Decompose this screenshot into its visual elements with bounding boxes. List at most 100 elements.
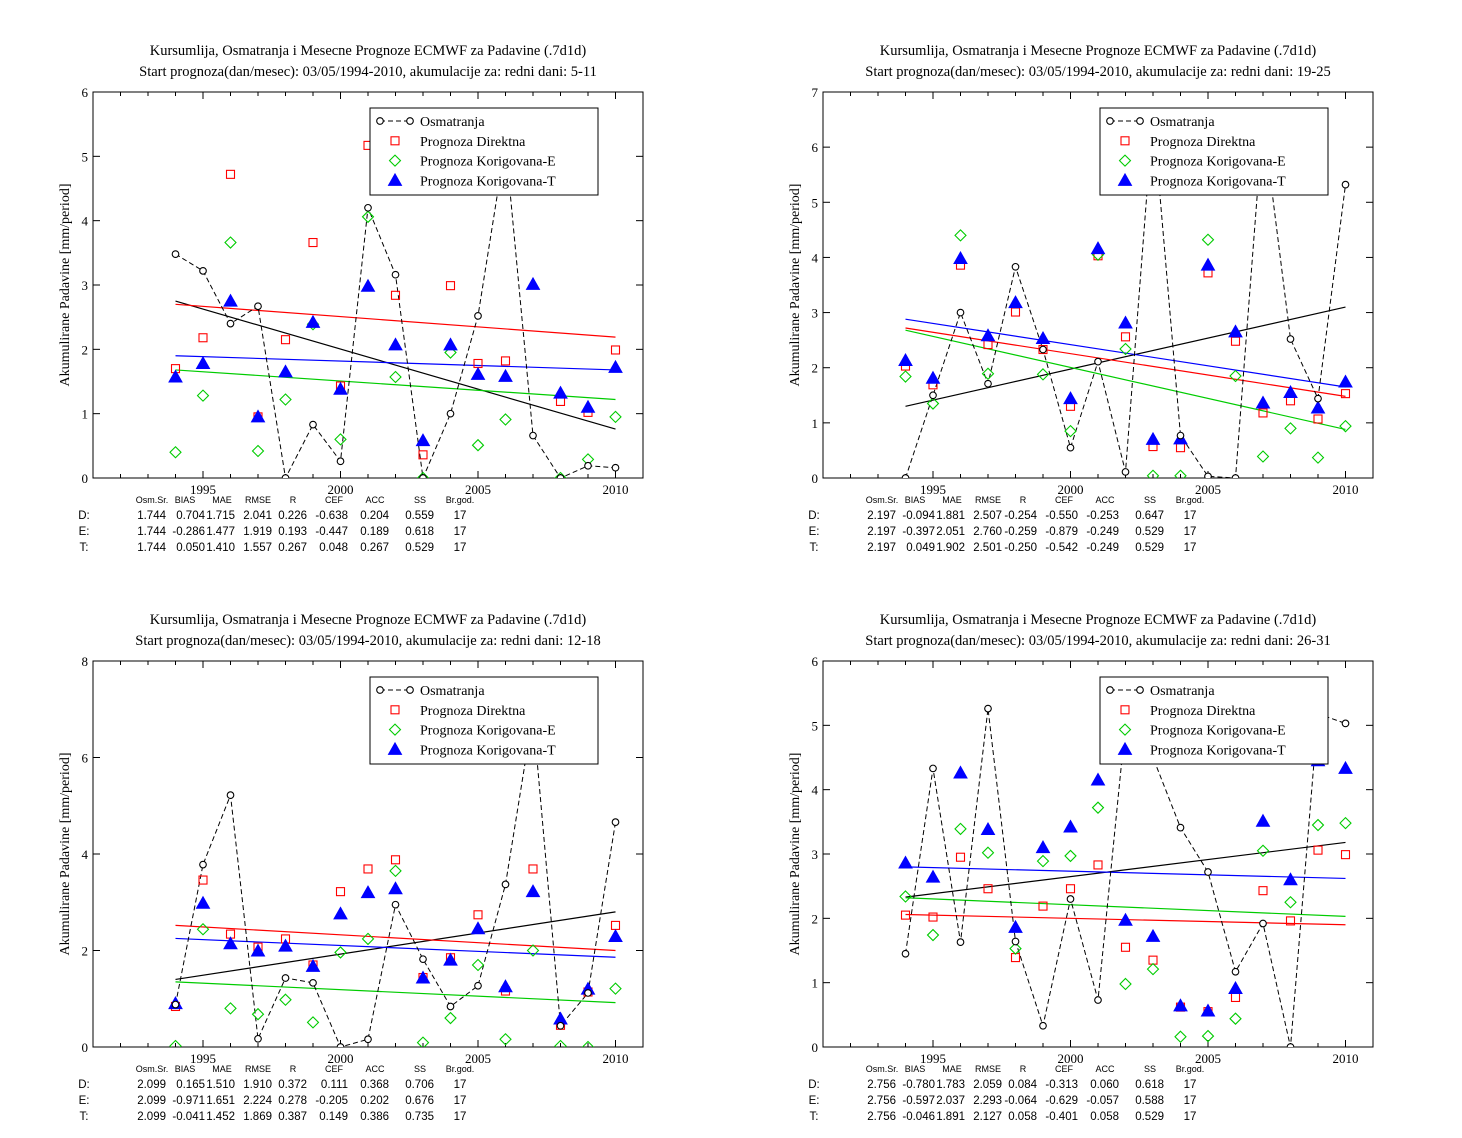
korigovana-e-point	[526, 944, 540, 957]
stats-value: 0.050	[176, 542, 205, 554]
stats-value: 2.224	[243, 1095, 272, 1107]
korigovana-t-point	[443, 337, 458, 351]
x-tick-label: 2010	[1333, 482, 1359, 497]
osmatranja-point	[901, 949, 910, 958]
y-tick-label: 4	[82, 847, 89, 862]
stats-value: 1.869	[243, 1111, 272, 1123]
direktna-point	[1230, 336, 1241, 346]
stats-value: 1.910	[243, 1079, 272, 1091]
stats-value: 0.559	[405, 510, 434, 522]
korigovana-e-point	[389, 370, 402, 384]
osmatranja-point	[556, 1021, 565, 1030]
stats-value: 1.477	[206, 526, 235, 538]
y-tick-label: 2	[82, 944, 89, 959]
stats-header: CEF	[325, 495, 344, 505]
stats-value: 0.111	[321, 1079, 348, 1091]
stats-header: R	[1020, 495, 1027, 505]
stats-header: R	[290, 1064, 297, 1074]
y-tick-label: 5	[82, 149, 89, 164]
stats-value: 2.059	[973, 1079, 1002, 1091]
x-tick-label: 2010	[603, 482, 629, 497]
korigovana-t-point	[223, 293, 238, 307]
x-tick-label: 2000	[328, 482, 354, 497]
osmatranja-point	[1136, 686, 1144, 694]
stats-header: CEF	[1055, 495, 1074, 505]
osmatranja-point	[529, 431, 537, 440]
stats-value: -0.064	[1004, 1095, 1037, 1107]
chart-title: Kursumlija, Osmatranja i Mesecne Prognoz…	[150, 43, 587, 59]
korigovana-e-point	[416, 1036, 430, 1047]
korigovana-t-point	[525, 884, 541, 898]
legend-label: Prognoza Direktna	[420, 135, 526, 150]
osmatranja-point	[391, 900, 400, 909]
korigovana-e-point	[499, 1033, 512, 1046]
stats-value: 0.267	[360, 542, 389, 554]
korigovana-t-point	[470, 366, 486, 380]
korigovana-e-point	[554, 471, 567, 478]
korigovana-e-point	[899, 890, 912, 903]
korigovana-t-point	[953, 765, 968, 779]
korigovana-e-point	[334, 946, 347, 959]
korigovana-e-point	[279, 393, 292, 406]
stats-value: -0.397	[902, 526, 935, 538]
korigovana-e-point	[1118, 154, 1132, 167]
korigovana-e-point	[1339, 419, 1352, 433]
direktna-point	[1340, 389, 1351, 399]
stats-value: 17	[1184, 1095, 1197, 1107]
korigovana-e-point	[251, 1007, 265, 1021]
stats-row-label: D:	[808, 1079, 820, 1091]
stats-row-label: E:	[79, 526, 90, 538]
korigovana-t-point	[388, 881, 403, 895]
korigovana-t-point	[608, 359, 623, 373]
stats-value: 2.501	[973, 542, 1002, 554]
osmatranja-point	[309, 978, 317, 987]
korigovana-e-point	[954, 229, 967, 242]
trend-line	[175, 924, 616, 952]
osmatranja-point	[226, 791, 235, 799]
stats-value: 0.706	[405, 1079, 434, 1091]
korigovana-e-point	[1009, 942, 1022, 955]
stats-value: 0.368	[360, 1079, 389, 1091]
stats-value: 1.783	[936, 1079, 965, 1091]
osmatranja-point	[1011, 262, 1020, 271]
direktna-point	[390, 136, 400, 146]
stats-value: 1.891	[936, 1111, 965, 1123]
stats-header: RMSE	[975, 1064, 1001, 1074]
stats-value: 0.189	[360, 526, 389, 538]
trend-line	[175, 369, 616, 401]
x-tick-label: 2005	[465, 482, 491, 497]
korigovana-t-point	[925, 869, 941, 883]
stats-header: Osm.Sr.	[136, 1064, 169, 1074]
korigovana-t-point	[278, 938, 293, 952]
direktna-point	[390, 290, 401, 300]
stats-value: 2.197	[867, 526, 896, 538]
osmatranja-point	[419, 474, 427, 478]
direktna-point	[900, 910, 911, 920]
korigovana-t-point	[305, 958, 321, 972]
stats-value: -0.249	[1086, 542, 1119, 554]
korigovana-t-point	[250, 409, 266, 423]
trend-line	[175, 355, 616, 371]
direktna-point	[473, 910, 483, 920]
y-tick-label: 4	[82, 214, 89, 229]
y-tick-label: 6	[812, 140, 819, 155]
stats-value: -0.046	[902, 1111, 935, 1123]
direktna-point	[500, 356, 511, 366]
direktna-point	[1120, 332, 1131, 342]
trend-line	[175, 937, 616, 958]
osmatranja-point	[1231, 967, 1240, 976]
stats-value: 17	[1184, 1111, 1197, 1123]
korigovana-e-point	[251, 444, 265, 458]
stats-value: 17	[454, 542, 467, 554]
plot-area	[168, 139, 623, 478]
stats-header: RMSE	[245, 1064, 271, 1074]
osmatranja-point	[1011, 937, 1020, 946]
stats-value: -0.094	[902, 510, 935, 522]
stats-value: -0.401	[1045, 1111, 1078, 1123]
stats-header: BIAS	[905, 1064, 926, 1074]
korigovana-t-point	[1310, 400, 1326, 414]
x-tick-label: 2010	[1333, 1051, 1359, 1066]
osmatranja-point	[281, 474, 290, 478]
stats-value: 1.715	[206, 510, 235, 522]
chart-panel-3: Kursumlija, Osmatranja i Mesecne Prognoz…	[58, 612, 644, 1123]
